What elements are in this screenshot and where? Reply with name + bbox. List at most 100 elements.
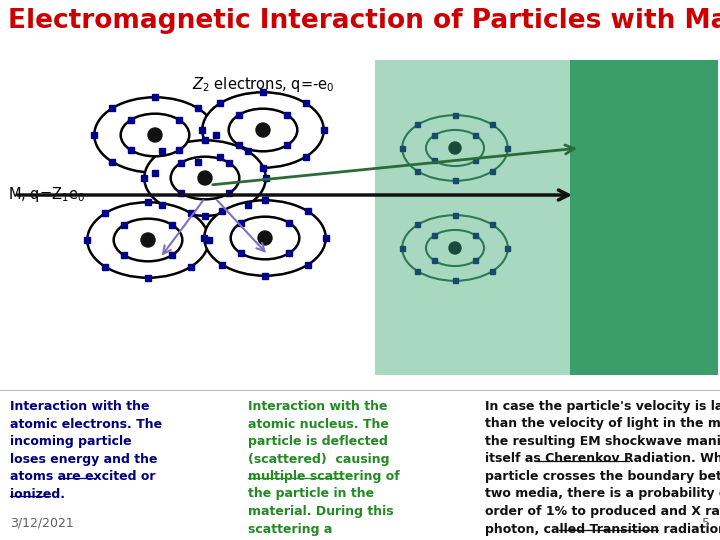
Bar bbox=[260, 165, 266, 171]
Bar bbox=[109, 105, 115, 111]
Bar bbox=[284, 142, 290, 148]
Ellipse shape bbox=[426, 230, 484, 266]
Bar bbox=[400, 145, 405, 151]
Bar bbox=[432, 158, 437, 163]
Bar bbox=[490, 168, 495, 174]
Bar bbox=[141, 175, 148, 181]
Bar bbox=[452, 213, 457, 218]
Text: Interaction with the
atomic nucleus. The
particle is deflected
(scattered)  caus: Interaction with the atomic nucleus. The… bbox=[248, 400, 413, 540]
Circle shape bbox=[449, 142, 461, 154]
Circle shape bbox=[141, 233, 155, 247]
Bar bbox=[415, 122, 420, 127]
Bar bbox=[202, 137, 208, 143]
Text: Interaction with the
atomic electrons. The
incoming particle
loses energy and th: Interaction with the atomic electrons. T… bbox=[10, 400, 162, 501]
Bar bbox=[238, 250, 244, 256]
Bar bbox=[217, 100, 223, 106]
Bar bbox=[202, 235, 207, 241]
Bar bbox=[245, 201, 251, 208]
Bar bbox=[127, 117, 134, 123]
Circle shape bbox=[148, 128, 162, 142]
Bar bbox=[284, 112, 290, 118]
Bar bbox=[505, 145, 510, 151]
Bar bbox=[226, 160, 233, 166]
Bar bbox=[305, 208, 311, 214]
Bar bbox=[219, 208, 225, 214]
Bar bbox=[152, 94, 158, 100]
Bar bbox=[145, 199, 151, 205]
Bar bbox=[176, 117, 182, 123]
Bar bbox=[432, 258, 437, 264]
Bar bbox=[260, 89, 266, 95]
Bar bbox=[152, 170, 158, 176]
Bar bbox=[245, 148, 251, 154]
Bar bbox=[320, 127, 327, 133]
Bar bbox=[195, 105, 201, 111]
Bar bbox=[178, 160, 184, 166]
Bar bbox=[178, 190, 184, 196]
Bar bbox=[159, 201, 165, 208]
Bar bbox=[303, 100, 309, 106]
Bar bbox=[452, 278, 457, 284]
Bar bbox=[169, 252, 175, 258]
Bar bbox=[287, 250, 292, 256]
Bar bbox=[121, 252, 127, 258]
Bar bbox=[432, 233, 437, 238]
Circle shape bbox=[449, 242, 461, 254]
Bar bbox=[202, 213, 208, 219]
Circle shape bbox=[256, 123, 270, 137]
Bar bbox=[473, 158, 478, 163]
Bar bbox=[102, 264, 108, 269]
Bar bbox=[217, 154, 223, 160]
Bar bbox=[570, 60, 718, 375]
Circle shape bbox=[258, 231, 272, 245]
Bar bbox=[262, 197, 268, 203]
Bar bbox=[432, 133, 437, 138]
Text: 5: 5 bbox=[702, 517, 710, 530]
Bar bbox=[188, 264, 194, 269]
Bar bbox=[195, 159, 201, 165]
Text: M, q=Z$_1$e$_0$: M, q=Z$_1$e$_0$ bbox=[8, 186, 86, 205]
Text: Electromagnetic Interaction of Particles with Matter: Electromagnetic Interaction of Particles… bbox=[8, 8, 720, 34]
Ellipse shape bbox=[144, 140, 266, 215]
Bar bbox=[102, 210, 108, 217]
Bar bbox=[263, 175, 269, 181]
Bar bbox=[84, 237, 90, 243]
Ellipse shape bbox=[204, 200, 325, 276]
Bar bbox=[199, 127, 205, 133]
Ellipse shape bbox=[94, 97, 216, 173]
Bar bbox=[415, 269, 420, 274]
Bar bbox=[303, 154, 309, 160]
Bar bbox=[415, 222, 420, 227]
Text: $Z_2$ electrons, q=-e$_0$: $Z_2$ electrons, q=-e$_0$ bbox=[192, 75, 335, 94]
Bar bbox=[490, 269, 495, 274]
Bar bbox=[490, 122, 495, 127]
Bar bbox=[176, 147, 182, 153]
Bar bbox=[400, 246, 405, 251]
Bar bbox=[473, 133, 478, 138]
Bar bbox=[212, 132, 219, 138]
Ellipse shape bbox=[402, 115, 508, 181]
Ellipse shape bbox=[114, 219, 182, 261]
Bar bbox=[375, 60, 570, 375]
Bar bbox=[287, 220, 292, 226]
Bar bbox=[145, 275, 151, 281]
Bar bbox=[490, 222, 495, 227]
Bar bbox=[473, 233, 478, 238]
Bar bbox=[206, 237, 212, 243]
Ellipse shape bbox=[402, 215, 508, 281]
Text: 3/12/2021: 3/12/2021 bbox=[10, 517, 73, 530]
Bar bbox=[226, 190, 233, 196]
Bar bbox=[238, 220, 244, 226]
Bar bbox=[452, 178, 457, 183]
Ellipse shape bbox=[87, 202, 209, 278]
Ellipse shape bbox=[229, 109, 297, 151]
Bar bbox=[109, 159, 115, 165]
Circle shape bbox=[198, 171, 212, 185]
Bar bbox=[121, 222, 127, 228]
Bar bbox=[262, 273, 268, 279]
Bar bbox=[219, 262, 225, 268]
Text: In case the particle's velocity is larger
than the velocity of light in the medi: In case the particle's velocity is large… bbox=[485, 400, 720, 536]
Bar bbox=[159, 148, 165, 154]
Bar bbox=[505, 246, 510, 251]
Bar bbox=[473, 258, 478, 264]
